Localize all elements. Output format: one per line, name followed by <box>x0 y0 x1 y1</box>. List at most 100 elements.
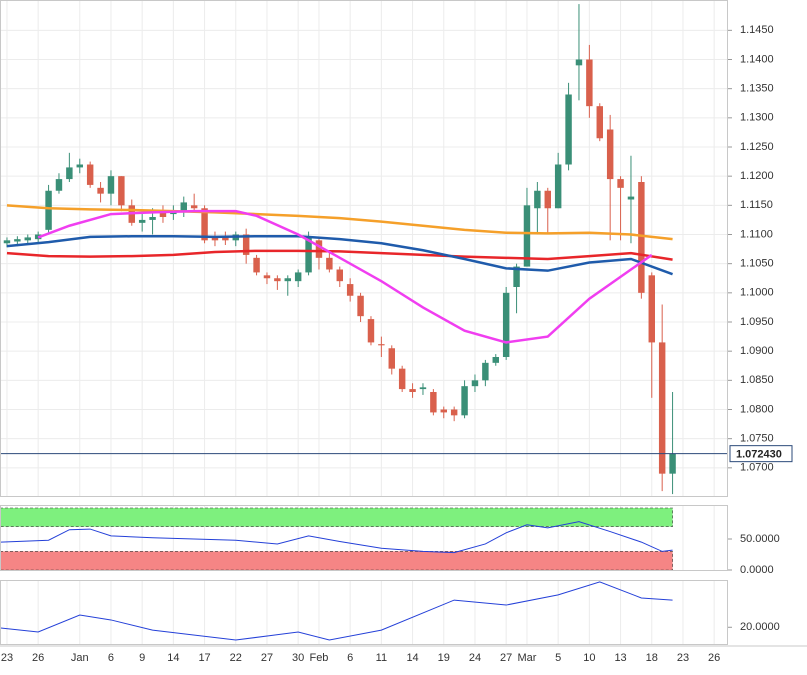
candle-body <box>513 266 520 287</box>
zone <box>0 551 673 571</box>
y-tick-label: 1.0900 <box>740 345 774 357</box>
x-tick-label: 19 <box>438 652 450 664</box>
candle-body <box>440 409 447 413</box>
y-tick-label: 1.1200 <box>740 170 774 182</box>
candle-body <box>648 275 655 343</box>
candle-body <box>3 240 11 244</box>
candle-body <box>263 275 271 279</box>
candle-body <box>638 182 645 293</box>
candle-body <box>138 219 146 223</box>
y-tick-label: 1.1100 <box>740 228 773 240</box>
candle-body <box>658 342 666 474</box>
candle-body <box>492 357 499 363</box>
moving-average <box>6 204 673 241</box>
candle-body <box>617 179 624 188</box>
y-tick-label: 0.0000 <box>740 564 774 576</box>
candle-body <box>315 240 323 258</box>
indicator-line <box>0 581 673 641</box>
candle-body <box>596 106 603 139</box>
candle-body <box>190 205 198 209</box>
y-tick-label: 20.0000 <box>740 621 780 633</box>
candle-body <box>305 237 312 273</box>
x-tick-label: 17 <box>198 652 210 664</box>
candle-body <box>14 239 21 242</box>
candle-body <box>86 164 94 185</box>
x-tick-label: 14 <box>167 652 179 664</box>
y-tick-label: 1.1050 <box>740 258 774 270</box>
candle-body <box>534 190 541 209</box>
x-tick-label: 27 <box>261 652 273 664</box>
x-tick-label: 6 <box>347 652 353 664</box>
candle-body <box>409 389 416 392</box>
candle-body <box>222 237 229 241</box>
y-tick-label: 1.1450 <box>740 24 774 36</box>
moving-average <box>6 235 673 276</box>
candle-body <box>627 196 635 200</box>
candle-body <box>502 292 510 357</box>
y-tick-label: 1.1150 <box>740 199 773 211</box>
x-tick-label: 26 <box>708 652 720 664</box>
y-tick-label: 1.1350 <box>740 83 774 95</box>
candle-body <box>76 164 83 168</box>
x-tick-label: 5 <box>555 652 561 664</box>
candle-body <box>45 190 52 230</box>
moving-average <box>37 209 653 344</box>
candle-body <box>107 176 115 194</box>
y-tick-label: 1.1000 <box>740 287 774 299</box>
candle-body <box>554 164 562 209</box>
candle-body <box>253 257 260 273</box>
candle-body <box>419 387 427 390</box>
candle-body <box>242 234 250 255</box>
candle-body <box>294 272 302 282</box>
indicator-line <box>0 521 673 554</box>
x-tick-label: 27 <box>500 652 512 664</box>
candle-body <box>55 179 63 191</box>
candle-body <box>118 176 125 206</box>
candle-body <box>606 129 614 180</box>
moving-average <box>6 249 673 261</box>
panel-frame <box>0 505 728 571</box>
candle-body <box>284 278 291 282</box>
y-tick-label: 50.0000 <box>740 533 780 545</box>
x-tick-label: Mar <box>517 652 536 664</box>
x-tick-label: 9 <box>139 652 145 664</box>
candle-body <box>378 344 385 346</box>
x-tick-label: 23 <box>1 652 13 664</box>
y-tick-label: 1.0750 <box>740 433 774 445</box>
x-tick-label: 26 <box>32 652 44 664</box>
candle-body <box>274 278 281 282</box>
candle-body <box>367 319 375 343</box>
x-tick-label: 6 <box>108 652 114 664</box>
panel-frame <box>0 0 728 497</box>
candle-body <box>211 237 219 241</box>
candle-body <box>669 453 676 474</box>
x-tick-label: 13 <box>614 652 626 664</box>
candle-body <box>461 386 468 416</box>
candle-body <box>66 167 73 180</box>
candle-body <box>24 237 31 241</box>
y-tick-label: 1.0950 <box>740 316 774 328</box>
x-tick-label: 11 <box>376 652 387 664</box>
x-tick-label: 18 <box>646 652 658 664</box>
candle-body <box>97 187 104 194</box>
candle-body <box>346 284 354 296</box>
candle-body <box>565 94 572 165</box>
zone <box>0 507 673 527</box>
y-tick-label: 1.1300 <box>740 112 774 124</box>
candle-body <box>326 257 333 270</box>
candle-body <box>575 59 583 66</box>
candle-body <box>336 269 343 282</box>
x-tick-label: 30 <box>292 652 304 664</box>
last-price-label: 1.072430 <box>736 449 782 461</box>
candle-body <box>398 368 406 390</box>
candle-body <box>201 208 208 241</box>
x-tick-label: 24 <box>469 652 481 664</box>
candle-body <box>544 190 551 209</box>
candle-body <box>586 59 593 107</box>
y-tick-label: 1.0850 <box>740 374 774 386</box>
candle-body <box>180 202 187 212</box>
y-tick-label: 1.0800 <box>740 403 774 415</box>
x-tick-label: Jan <box>71 652 89 664</box>
